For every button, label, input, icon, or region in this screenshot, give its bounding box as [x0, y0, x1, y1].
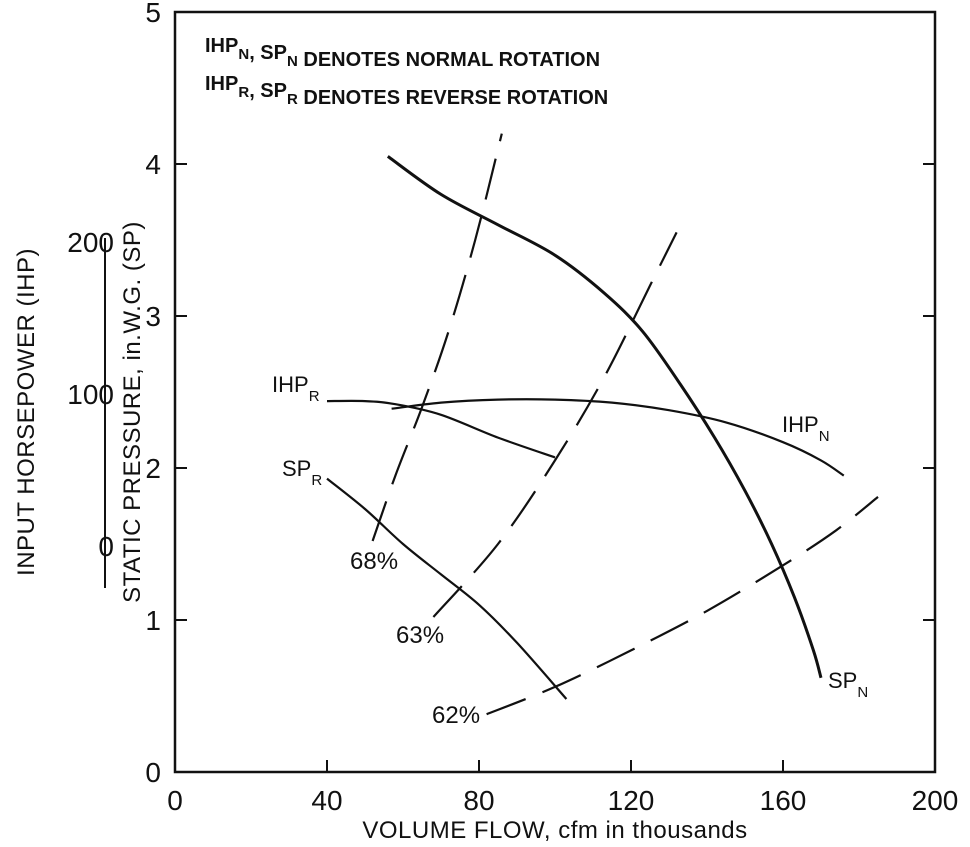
x-tick-label: 80 — [463, 785, 494, 816]
legend-note: IHPN, SPN DENOTES NORMAL ROTATION — [205, 35, 600, 71]
y-tick-label: 0 — [145, 757, 161, 788]
curve-63pct — [433, 232, 676, 617]
x-tick-label: 160 — [760, 785, 807, 816]
y-axis-title: STATIC PRESSURE, in.W.G. (SP) — [119, 221, 146, 603]
axes — [105, 12, 935, 772]
x-tick-label: 40 — [311, 785, 342, 816]
y-tick-label: 3 — [145, 301, 161, 332]
curve-label-sp_n: SPN — [828, 668, 868, 701]
efficiency-label-68pct: 68% — [350, 548, 398, 575]
x-tick-label: 200 — [912, 785, 959, 816]
curve-sp_n — [388, 156, 821, 677]
x-axis-title: VOLUME FLOW, cfm in thousands — [362, 817, 747, 844]
curve-ihp_r — [327, 401, 555, 458]
labels: VOLUME FLOW, cfm in thousands STATIC PRES… — [13, 35, 868, 844]
y-tick-label: 5 — [145, 0, 161, 28]
y2-tick-label: 100 — [67, 379, 114, 410]
curve-label-ihp_n: IHPN — [782, 412, 830, 445]
curve-68pct — [373, 134, 502, 541]
efficiency-label-63pct: 63% — [396, 622, 444, 649]
curve-sp_r — [327, 479, 566, 699]
curve-label-ihp_r: IHPR — [272, 372, 320, 405]
y-tick-label: 4 — [145, 149, 161, 180]
efficiency-label-62pct: 62% — [432, 702, 480, 729]
y2-tick-label: 200 — [67, 227, 114, 258]
legend-note: IHPR, SPR DENOTES REVERSE ROTATION — [205, 73, 608, 109]
y-tick-label: 1 — [145, 605, 161, 636]
y2-tick-label: 0 — [98, 531, 114, 562]
y2-axis-title: INPUT HORSEPOWER (IHP) — [13, 248, 40, 576]
x-tick-label: 120 — [608, 785, 655, 816]
ticks: 0 40 80 120 160 200 0 1 2 3 4 5 0 100 200 — [67, 0, 958, 816]
x-tick-label: 0 — [167, 785, 183, 816]
y-tick-label: 2 — [145, 453, 161, 484]
curve-62pct — [487, 497, 878, 714]
curve-label-sp_r: SPR — [282, 456, 322, 489]
curve-ihp_n — [392, 399, 844, 475]
